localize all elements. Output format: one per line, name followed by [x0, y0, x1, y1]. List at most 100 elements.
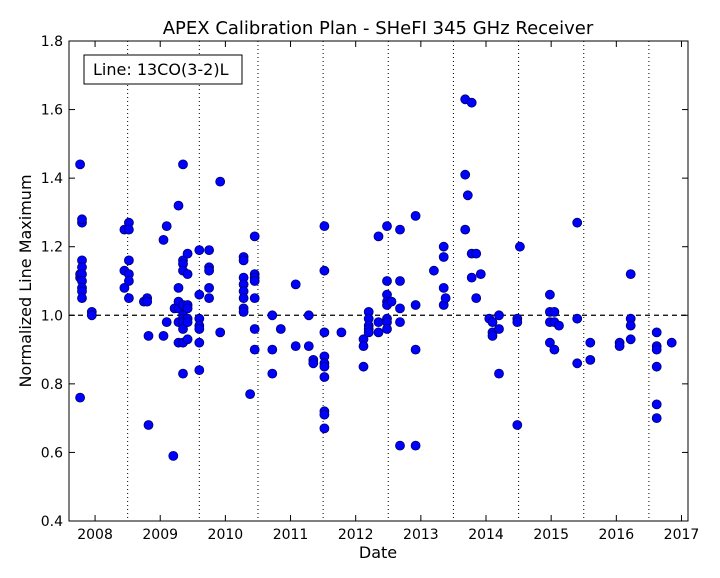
data-point [303, 341, 314, 352]
data-point [438, 241, 449, 252]
x-tick-label: 2011 [273, 527, 309, 543]
data-point [245, 389, 256, 400]
data-point [275, 324, 286, 334]
x-axis-label: Date [359, 543, 397, 562]
y-tick-label: 1.6 [41, 103, 63, 119]
data-point [303, 310, 314, 321]
y-tick-label: 1.0 [41, 308, 63, 324]
data-point [625, 320, 636, 331]
data-point [290, 341, 301, 352]
legend-text: Line: 13CO(3-2)L [93, 60, 229, 79]
x-tick-label: 2009 [142, 527, 178, 543]
data-point [336, 327, 347, 338]
data-point [666, 337, 677, 348]
data-point [512, 420, 523, 430]
data-point [238, 306, 249, 317]
data-point [466, 272, 477, 283]
data-point [194, 289, 205, 300]
data-point [358, 361, 369, 372]
data-point [410, 440, 421, 451]
y-tick-label: 1.8 [41, 34, 63, 50]
data-point [386, 296, 397, 307]
data-point [158, 330, 169, 341]
data-point [545, 337, 555, 348]
data-point [249, 293, 260, 304]
data-point [86, 310, 97, 321]
data-point [410, 300, 421, 310]
data-point [319, 423, 330, 434]
data-point [123, 255, 134, 266]
data-point [143, 420, 154, 430]
data-point [319, 221, 330, 232]
data-point [471, 248, 482, 259]
data-point [267, 344, 278, 355]
data-point [77, 214, 87, 225]
data-point [267, 368, 278, 379]
data-point [119, 282, 130, 293]
data-point [215, 327, 226, 338]
data-point [373, 317, 384, 328]
data-point [382, 276, 392, 286]
y-tick-label: 0.4 [41, 514, 63, 530]
data-point [373, 327, 384, 338]
data-point [249, 231, 260, 242]
data-point [515, 241, 525, 252]
data-point [395, 440, 405, 451]
data-point [204, 293, 215, 304]
data-point [438, 252, 449, 262]
x-tick-label: 2012 [338, 527, 374, 543]
data-point [512, 317, 523, 328]
data-point [487, 330, 498, 341]
data-point [545, 289, 555, 300]
data-point [249, 276, 260, 286]
data-point [319, 361, 330, 372]
data-point [75, 392, 85, 403]
chart-title: APEX Calibration Plan - SHeFI 345 GHz Re… [163, 18, 594, 39]
data-point [494, 310, 504, 321]
data-point [168, 450, 179, 461]
data-point [123, 293, 134, 304]
data-point [308, 358, 319, 369]
y-tick-label: 1.2 [41, 240, 63, 256]
data-point [572, 313, 583, 324]
data-point [395, 303, 405, 314]
data-point [194, 324, 205, 334]
data-point [249, 324, 260, 334]
x-axis: 2008 2009 2010 2011 2012 2013 2014 2015 2016 2017 [77, 41, 699, 543]
data-point [161, 317, 172, 328]
data-point [173, 200, 184, 211]
data-point [363, 327, 374, 338]
data-point [158, 234, 169, 245]
data-point [194, 337, 205, 348]
legend-box [83, 54, 243, 85]
data-point [651, 344, 662, 355]
data-point [487, 317, 498, 328]
data-point [625, 334, 636, 345]
data-point [466, 97, 477, 108]
data-point [549, 306, 560, 317]
data-point [238, 293, 249, 304]
data-point [440, 293, 451, 304]
data-point [142, 296, 153, 307]
data-point [475, 269, 486, 280]
data-point [585, 354, 596, 365]
data-point [651, 327, 662, 338]
data-point [161, 221, 172, 232]
data-point [182, 269, 193, 280]
data-point [462, 190, 473, 201]
data-point [178, 324, 188, 334]
data-point [204, 282, 215, 293]
data-point [651, 361, 662, 372]
data-point [194, 365, 205, 376]
data-point [651, 413, 662, 424]
data-point [267, 310, 278, 321]
data-point [410, 344, 421, 355]
data-point [123, 224, 134, 235]
data-point [382, 324, 392, 334]
x-tick-label: 2008 [77, 527, 113, 543]
data-point [319, 327, 330, 338]
data-point [572, 358, 583, 369]
y-tick-label: 0.6 [41, 445, 63, 461]
data-points [75, 94, 677, 461]
